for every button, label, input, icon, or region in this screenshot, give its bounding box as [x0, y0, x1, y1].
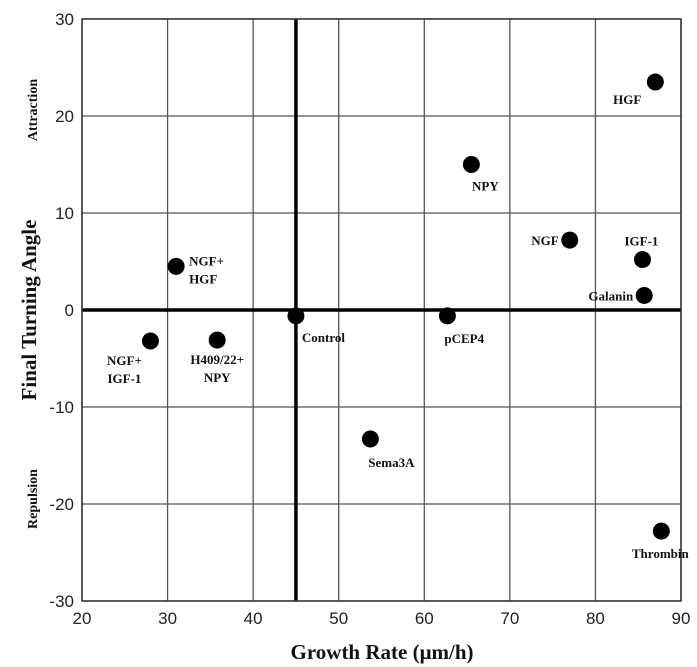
data-point: [208, 331, 226, 349]
y-tick-label: -20: [49, 495, 74, 514]
repulsion-label: Repulsion: [26, 469, 41, 529]
point-label: NPY: [472, 179, 499, 194]
x-tick-label: 50: [329, 609, 348, 628]
x-tick-label: 90: [672, 609, 691, 628]
data-point: [652, 522, 670, 540]
x-tick-label: 20: [73, 609, 92, 628]
data-point: [633, 251, 651, 269]
x-tick-label: 70: [500, 609, 519, 628]
point-label: H409/22+: [190, 352, 244, 367]
y-tick-label: 30: [55, 10, 74, 29]
point-label: Thrombin: [632, 546, 690, 561]
data-point: [561, 231, 579, 249]
point-label: HGF: [189, 271, 217, 286]
plot-frame: [81, 18, 682, 602]
point-label: Galanin: [588, 288, 634, 303]
y-tick-label: -30: [49, 592, 74, 611]
point-label: NGF+: [107, 353, 142, 368]
y-tick-label: -10: [49, 398, 74, 417]
x-tick-label: 80: [586, 609, 605, 628]
point-labels: HGF NPY NGF IGF-1 Galanin NGF+ HGF Control pCEP4…: [107, 92, 689, 561]
data-point: [287, 307, 305, 325]
x-axis-title: Growth Rate (μm/h): [291, 640, 474, 664]
data-point: [462, 156, 480, 173]
point-label: HGF: [613, 92, 641, 107]
data-point: [361, 430, 379, 448]
data-point: [646, 73, 664, 91]
y-tick-label: 20: [55, 107, 74, 126]
data-points: [141, 73, 670, 540]
attraction-label: Attraction: [26, 79, 41, 141]
y-tick-label: 0: [65, 301, 74, 320]
plot-border: [81, 18, 682, 602]
data-point: [635, 286, 653, 304]
x-tick-label: 30: [158, 609, 177, 628]
point-label: Sema3A: [368, 455, 415, 470]
y-axis-title: Final Turning Angle: [17, 220, 41, 401]
reference-lines: [82, 19, 681, 601]
tick-labels: 20 30 40 50 60 70 80 90 -30 -20 -10 0 10 20 30: [49, 10, 690, 628]
data-point: [141, 332, 159, 350]
data-point: [167, 257, 185, 275]
point-label: Control: [302, 330, 345, 345]
point-label: NGF+: [189, 253, 224, 268]
data-point: [438, 307, 456, 325]
point-label: IGF-1: [107, 371, 141, 386]
point-label: NGF: [531, 233, 559, 248]
point-label: NPY: [204, 370, 231, 385]
point-label: IGF-1: [624, 234, 658, 249]
point-label: pCEP4: [444, 331, 484, 346]
x-tick-label: 60: [415, 609, 434, 628]
y-tick-label: 10: [55, 204, 74, 223]
x-tick-label: 40: [244, 609, 263, 628]
